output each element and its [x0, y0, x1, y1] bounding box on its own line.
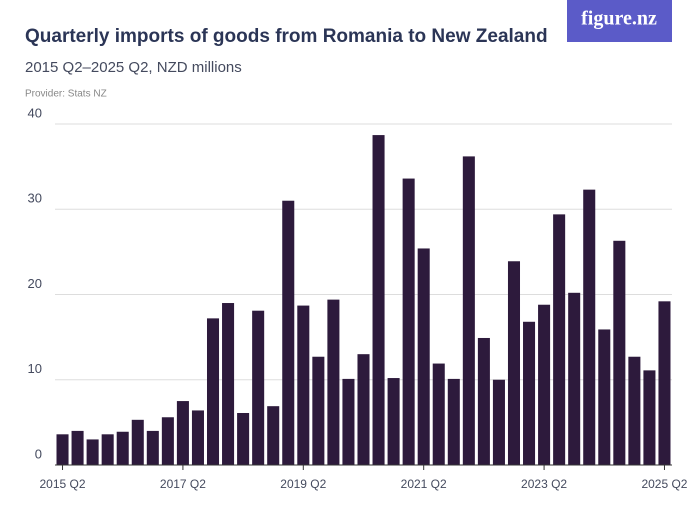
logo[interactable]: figure.nz — [581, 8, 657, 30]
bar — [447, 378, 460, 465]
x-tick-label: 2015 Q2 — [40, 477, 86, 491]
y-tick-label: 20 — [28, 276, 42, 291]
bar — [342, 378, 355, 465]
bar — [372, 135, 385, 465]
bar — [583, 189, 596, 465]
bar — [613, 240, 626, 465]
bar — [297, 305, 310, 465]
logo-box[interactable] — [567, 0, 672, 42]
bar — [327, 299, 340, 465]
bar — [161, 417, 174, 465]
bar — [71, 430, 84, 465]
x-tick-label: 2017 Q2 — [160, 477, 206, 491]
bar — [643, 370, 656, 465]
chart-title: Quarterly imports of goods from Romania … — [25, 26, 548, 47]
bar — [357, 354, 370, 465]
bar — [206, 318, 220, 465]
bar — [237, 412, 250, 465]
bar — [101, 434, 114, 465]
bar — [282, 200, 295, 465]
bar — [598, 329, 611, 465]
bar — [86, 439, 99, 465]
bar — [492, 379, 505, 465]
bar — [312, 356, 325, 465]
x-tick-label: 2019 Q2 — [280, 477, 326, 491]
bar — [628, 356, 641, 465]
bar — [553, 214, 566, 465]
bar — [523, 321, 536, 465]
bar — [146, 430, 159, 465]
bar — [568, 292, 581, 465]
bar — [387, 378, 400, 465]
x-tick-label: 2025 Q2 — [641, 477, 687, 491]
bar — [658, 301, 671, 465]
source: Provider: Stats NZ — [25, 89, 107, 100]
bar — [131, 419, 144, 465]
bar — [507, 261, 521, 465]
bar — [538, 304, 551, 465]
x-tick-label: 2023 Q2 — [521, 477, 567, 491]
bar — [417, 248, 430, 465]
bar — [252, 310, 265, 465]
bar — [267, 406, 280, 465]
x-tick-label: 2021 Q2 — [401, 477, 447, 491]
y-tick-label: 0 — [35, 446, 42, 461]
bar — [116, 431, 129, 465]
bar — [191, 410, 204, 465]
bar — [56, 434, 69, 465]
bar — [477, 337, 490, 465]
bar — [402, 178, 415, 465]
bar — [432, 363, 445, 465]
chart-subtitle: 2015 Q2–2025 Q2, NZD millions — [25, 59, 242, 76]
y-tick-label: 40 — [28, 105, 42, 120]
y-tick-label: 10 — [28, 361, 42, 376]
bar — [176, 401, 189, 465]
bar — [462, 156, 475, 465]
bar — [222, 303, 235, 465]
y-tick-label: 30 — [28, 191, 42, 206]
